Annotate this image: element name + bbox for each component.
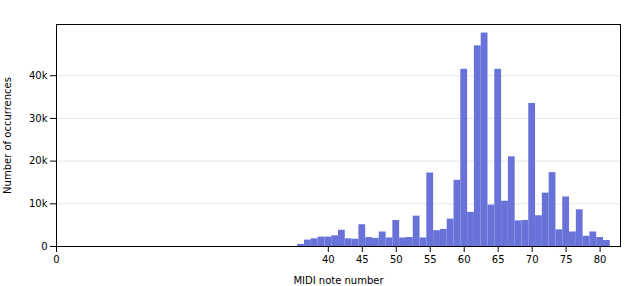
svg-text:65: 65 (492, 254, 505, 265)
svg-text:Number of occurrences: Number of occurrences (2, 77, 13, 194)
svg-text:MIDI note number: MIDI note number (293, 275, 384, 286)
svg-text:30k: 30k (29, 113, 48, 124)
svg-text:80: 80 (594, 254, 607, 265)
svg-text:40k: 40k (29, 70, 48, 81)
svg-text:20k: 20k (29, 155, 48, 166)
svg-text:0: 0 (53, 254, 59, 265)
svg-text:40: 40 (322, 254, 335, 265)
svg-text:0: 0 (41, 241, 47, 252)
svg-text:75: 75 (560, 254, 573, 265)
svg-text:45: 45 (356, 254, 369, 265)
svg-text:10k: 10k (29, 198, 48, 209)
svg-text:60: 60 (458, 254, 471, 265)
svg-text:70: 70 (526, 254, 539, 265)
svg-text:55: 55 (424, 254, 437, 265)
svg-text:50: 50 (390, 254, 403, 265)
